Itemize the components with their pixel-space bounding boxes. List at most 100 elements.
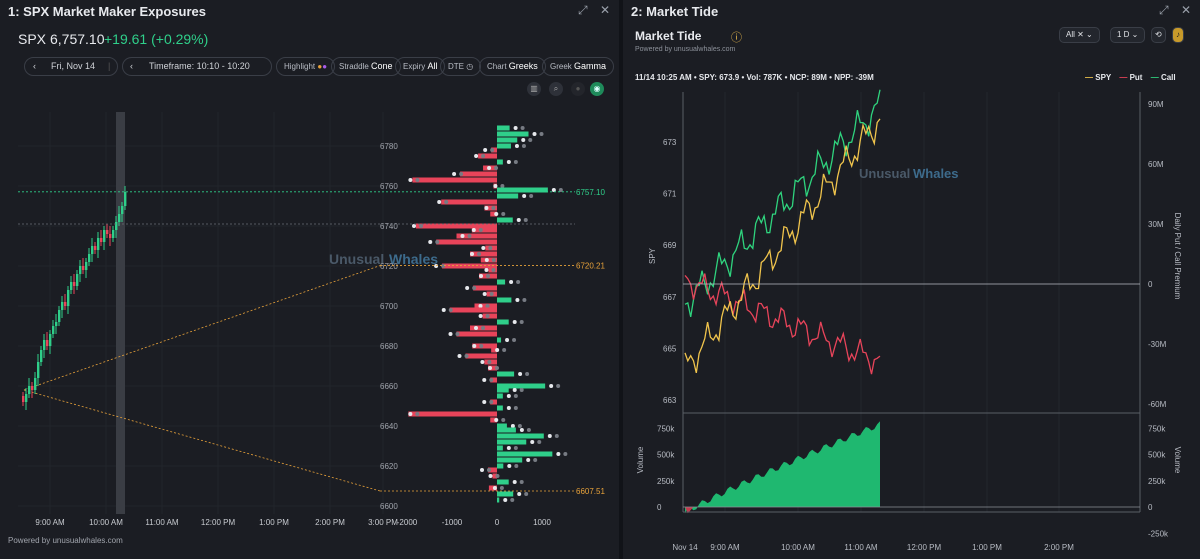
chevron-left-icon[interactable]: ‹ (130, 61, 133, 71)
spy-tick-label: 673 (663, 138, 677, 147)
close-icon[interactable]: ✕ (600, 3, 611, 17)
gamma-bar (488, 467, 497, 473)
reset-icon[interactable]: ◉ (590, 82, 604, 96)
ticker-price: 6,757.10 (50, 31, 105, 47)
date-selector[interactable]: ‹ Fri, Nov 14 | (24, 57, 118, 76)
exposure-dot (513, 406, 518, 410)
exposure-dot (556, 384, 561, 388)
exposure-dot (487, 468, 491, 472)
gamma-bar (490, 211, 497, 217)
expand-icon[interactable]: ⤢ (578, 3, 588, 17)
exposure-dot (537, 440, 542, 444)
zoom-icon[interactable]: ⌕ (549, 82, 563, 96)
exposure-dot (525, 372, 530, 376)
time-tick-label: 11:00 AM (145, 518, 179, 527)
time-tick-label: 11:00 AM (844, 543, 878, 552)
candle-body (55, 322, 58, 326)
legend: — SPY — Put — Call (1085, 73, 1176, 82)
gamma-bar (497, 297, 512, 303)
time-tick-label: 1:00 PM (259, 518, 289, 527)
time-tick-label: 10:00 AM (781, 543, 815, 552)
exposure-dot (488, 246, 493, 250)
filter-select[interactable]: All ✕ ⌄ (1059, 27, 1100, 43)
chart-settings-icon[interactable]: ▥ (527, 82, 541, 96)
bell-icon[interactable]: ♪ (1172, 27, 1184, 43)
exposure-dot (415, 178, 420, 182)
exposure-dot (494, 212, 499, 216)
timeframe-label: Timeframe: 10:10 - 10:20 (149, 61, 250, 71)
close-icon[interactable]: ✕ (1181, 3, 1192, 17)
exposure-dot (479, 344, 484, 348)
timeframe-selector[interactable]: ‹ Timeframe: 10:10 - 10:20 (122, 57, 272, 76)
range-select[interactable]: 1 D ⌄ (1110, 27, 1146, 43)
exposure-dot (408, 178, 413, 182)
exposure-dot (483, 148, 488, 152)
exposure-dot (502, 348, 507, 352)
chevron-left-icon[interactable]: ‹ (33, 61, 36, 71)
spy-price-line (684, 118, 881, 374)
premium-tick-label: 0 (1148, 280, 1153, 289)
chip-label: Straddle (339, 62, 369, 71)
exposure-dot (494, 418, 499, 422)
exposure-dot (482, 292, 487, 296)
exposure-dot (484, 206, 489, 210)
exposure-dot (512, 320, 517, 324)
gamma-bar (497, 137, 518, 143)
zoom-out-icon[interactable]: ● (571, 82, 585, 96)
exposure-dot (485, 304, 490, 308)
volume-tick-label: 0 (1148, 503, 1153, 512)
candle-body (124, 192, 127, 206)
exposure-dot (408, 412, 413, 416)
exposure-tick-label: -2000 (397, 518, 418, 527)
exposure-dot (495, 348, 500, 352)
exposure-dot (501, 212, 506, 216)
gamma-bar (497, 125, 510, 131)
chip-value: Greeks (508, 61, 538, 71)
exposure-dot (455, 332, 460, 336)
tide-stats: 11/14 10:25 AM • SPY: 673.9 • Vol: 787K … (635, 73, 874, 82)
candle-body (91, 246, 94, 254)
gamma-bar (497, 405, 503, 411)
candle-body (103, 230, 106, 242)
exposure-dot (551, 188, 556, 192)
exposure-dot (528, 138, 533, 142)
stat-npp: NPP: -39M (834, 73, 874, 82)
price-tick-label: 6720 (380, 262, 398, 271)
exposure-dot (539, 132, 544, 136)
premium-tick-label: 60M (1148, 160, 1164, 169)
exposure-dot (441, 308, 446, 312)
exposure-dot (519, 480, 524, 484)
legend-put: Put (1129, 73, 1143, 82)
exposure-dot (533, 458, 538, 462)
premium-tick-label: 30M (1148, 220, 1164, 229)
exposures-chart: Unusual Whales 6780 6760 6740 6720 6700 6680 6… (18, 112, 605, 527)
panel-title: 1: SPX Market Maker Exposures (8, 4, 206, 19)
exposure-dot (517, 492, 522, 496)
gamma-bar (488, 365, 497, 371)
call-premium-line (684, 89, 881, 318)
exposure-dot (558, 188, 563, 192)
candle-body (28, 386, 31, 394)
exposure-dot (448, 332, 453, 336)
exposure-dot (495, 366, 499, 370)
time-tick-label: 2:00 PM (315, 518, 345, 527)
exposure-dot (484, 258, 489, 262)
stat-vol: Vol: 787K (746, 73, 783, 82)
price-tick-label: 6760 (380, 182, 398, 191)
gamma-bar (449, 307, 497, 313)
candle-body (34, 378, 37, 390)
expand-icon[interactable]: ⤢ (1159, 3, 1169, 17)
gamma-bar (497, 423, 507, 429)
refresh-icon[interactable]: ⟲ (1151, 27, 1166, 43)
exposure-dot (513, 394, 518, 398)
volume-area (685, 421, 880, 514)
price-tick-label: 6660 (380, 382, 398, 391)
gamma-bar (497, 143, 511, 149)
candle-body (79, 266, 82, 274)
spy-axis-title: SPY (648, 247, 657, 264)
gamma-bar (480, 257, 497, 263)
footer-credit: Powered by unusualwhales.com (8, 536, 123, 545)
info-icon[interactable]: ⓘ (731, 32, 742, 44)
greek-chip[interactable]: Greek Gamma (542, 57, 615, 76)
exposure-dot (526, 428, 531, 432)
